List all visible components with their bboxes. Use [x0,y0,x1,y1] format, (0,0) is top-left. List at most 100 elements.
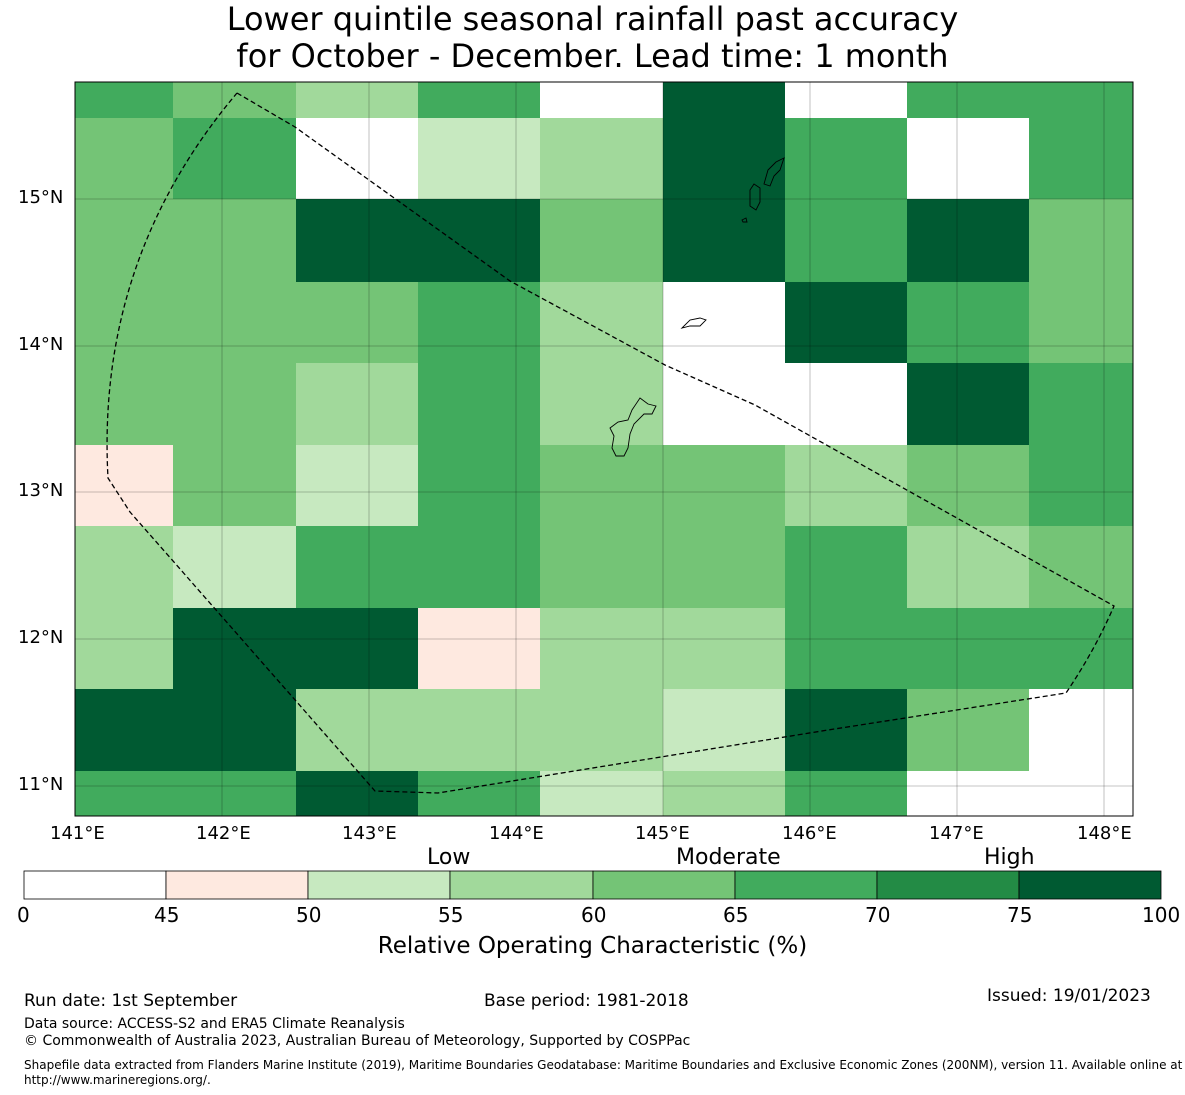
lon-label-141e: 141°E [50,823,105,844]
grid-cell [75,82,173,118]
lat-label-14n: 14°N [18,334,64,355]
grid-cell [418,363,540,445]
map-title-line-2: for October - December. Lead time: 1 mon… [236,37,949,75]
grid-cell [785,118,907,199]
grid-cell [785,282,907,363]
grid-cell [173,445,296,526]
colorbar [23,870,1162,900]
island-guam [609,397,657,457]
colorbar-tick-60: 60 [581,903,607,927]
lat-label-11n: 11°N [18,774,64,795]
grid-cell [1029,82,1133,118]
grid-cell [907,82,1029,118]
grid-cell [907,363,1029,445]
category-moderate: Moderate [676,845,781,870]
grid-cell [663,689,785,771]
grid-cell [1029,118,1133,199]
grid-cell [75,445,173,526]
grid-cell [1029,771,1133,816]
lat-label-15n: 15°N [18,187,64,208]
grid-cell [173,689,296,771]
map-title-line-1: Lower quintile seasonal rainfall past ac… [226,0,959,38]
base-period: Base period: 1981-2018 [484,991,689,1011]
colorbar-tick-55: 55 [438,903,464,927]
grid-cell [75,689,173,771]
grid-cell [173,363,296,445]
colorbar-segment [734,870,878,900]
grid-cell [173,118,296,199]
grid-cell [418,82,540,118]
grid-cell [785,608,907,689]
grid-cell [540,608,663,689]
grid-cell [907,118,1029,199]
grid-cell [663,82,785,118]
grid-cell [75,118,173,199]
lat-label-13n: 13°N [18,480,64,501]
grid-cell [75,526,173,608]
grid-cell [663,199,785,282]
lon-label-147e: 147°E [929,823,984,844]
shapefile-credit: Shapefile data extracted from Flanders M… [24,1058,1183,1087]
grid-cell [418,282,540,363]
grid-cell [540,445,663,526]
grid-cell [296,282,418,363]
grid-cell [75,608,173,689]
grid-cell [540,689,663,771]
grid-cell [540,82,663,118]
grid-cell [296,118,418,199]
grid-cell [173,82,296,118]
grid-cell [663,282,785,363]
grid-cell [296,363,418,445]
grid-cell [907,445,1029,526]
grid-cell [663,363,785,445]
grid-cell [907,282,1029,363]
colorbar-segment [592,870,736,900]
grid-cell [663,445,785,526]
colorbar-segment [876,870,1020,900]
grid-cell [907,526,1029,608]
grid-cell [540,363,663,445]
map-figure [74,81,1134,817]
eez-boundary [106,92,1115,794]
grid-cell [785,199,907,282]
grid-cell [540,282,663,363]
lon-label-146e: 146°E [782,823,837,844]
grid-cell [296,82,418,118]
grid-cell [1029,689,1133,771]
copyright: © Commonwealth of Australia 2023, Austra… [24,1033,691,1049]
grid-cell [1029,199,1133,282]
grid-cell [173,199,296,282]
grid-cell [1029,282,1133,363]
colorbar-tick-45: 45 [154,903,180,927]
grid-cell [907,771,1029,816]
grid-cell [418,526,540,608]
grid-cell [418,689,540,771]
colorbar-tick-75: 75 [1007,903,1033,927]
grid-cell [173,608,296,689]
grid-cell [907,199,1029,282]
colorbar-segment [23,870,167,900]
grid-cell [75,199,173,282]
grid-cell [75,771,173,816]
grid-cell [296,526,418,608]
colorbar-segment [165,870,309,900]
category-low: Low [427,845,471,870]
colorbar-tick-70: 70 [865,903,891,927]
grid-cell [296,608,418,689]
grid-cell [173,282,296,363]
grid-cell [663,118,785,199]
island-tinian [749,183,761,211]
grid-cell [785,445,907,526]
grid-cell [296,199,418,282]
map-frame [74,81,1134,817]
colorbar-segment [449,870,594,900]
colorbar-tick-0: 0 [17,903,30,927]
category-high: High [984,845,1035,870]
grid-cell [173,771,296,816]
grid-cell [540,771,663,816]
grid-cell [540,118,663,199]
colorbar-tick-100: 100 [1142,903,1181,927]
grid-cell [296,771,418,816]
lon-label-142e: 142°E [196,823,251,844]
grid-cell [1029,526,1133,608]
